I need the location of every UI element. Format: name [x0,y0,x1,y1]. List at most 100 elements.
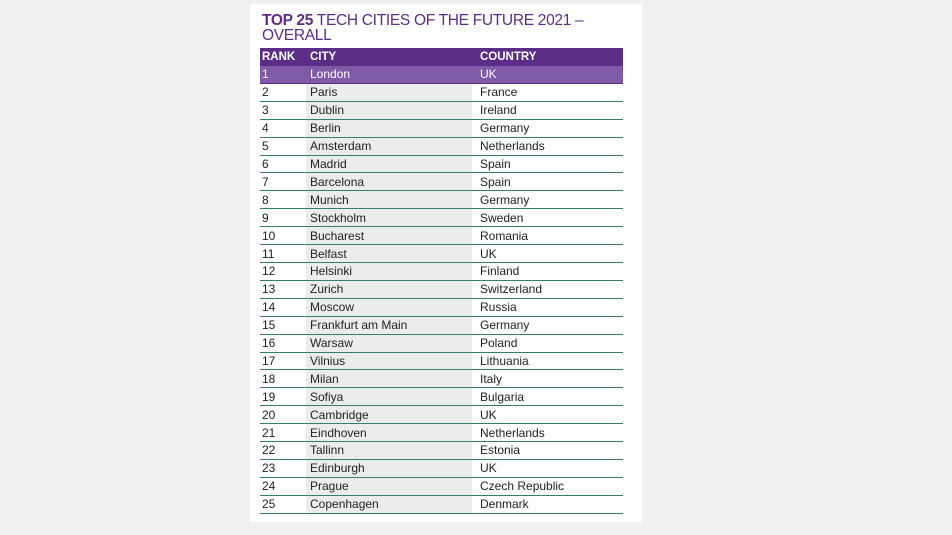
rank-cell: 1 [262,67,269,82]
city-cell: Berlin [306,119,472,137]
rank-cell: 4 [262,121,269,136]
table-row: 22 Tallinn Estonia [260,442,623,460]
country-cell: Sweden [480,210,524,225]
rank-cell: 19 [262,389,276,404]
table-row: 11 Belfast UK [260,245,623,263]
rank-cell: 6 [262,156,269,171]
table-row: 17 Vilnius Lithuania [260,352,623,371]
header-rank: RANK [262,51,296,63]
rank-cell: 9 [262,210,269,225]
country-cell: Czech Republic [480,479,565,494]
city-cell: Dublin [306,101,472,119]
rank-cell: 8 [262,192,269,207]
city-cell: Paris [306,83,472,101]
country-cell: France [480,85,518,100]
city-cell: Zurich [306,280,472,298]
rank-cell: 13 [262,282,276,297]
rank-cell: 10 [262,228,276,243]
rank-cell: 14 [262,300,276,315]
rank-cell: 7 [262,174,269,189]
country-cell: Netherlands [480,139,545,154]
rank-cell: 15 [262,318,276,333]
country-cell: UK [480,246,497,261]
country-cell: Switzerland [480,282,543,297]
rank-cell: 5 [262,139,269,154]
country-cell: UK [480,461,497,476]
rank-cell: 16 [262,336,276,351]
country-cell: Estonia [480,443,521,458]
city-cell: Copenhagen [306,495,472,513]
country-cell: Spain [480,174,511,189]
table-row: 16 Warsaw Poland [260,334,623,353]
country-cell: Poland [480,336,518,351]
table-row: 19 Sofiya Bulgaria [260,388,623,407]
city-cell: Cambridge [306,406,472,424]
country-cell: UK [480,407,497,422]
table-row: 1 London UK [260,66,623,84]
city-cell: Bucharest [306,227,472,245]
city-cell: Madrid [306,155,472,173]
table-row: 20 Cambridge UK [260,406,623,425]
city-cell: Munich [306,191,472,209]
table-row: 15 Frankfurt am Main Germany [260,316,623,335]
city-cell: Milan [306,370,472,388]
country-cell: Spain [480,156,511,171]
country-cell: Finland [480,264,520,279]
country-cell: Ireland [480,103,517,118]
country-cell: Germany [480,318,530,333]
title-bold: TOP 25 [262,12,314,29]
country-cell: Netherlands [480,425,545,440]
rank-cell: 2 [262,85,269,100]
table-row: 6 Madrid Spain [260,155,623,174]
table-header: RANK CITY COUNTRY [260,48,623,66]
city-cell: Barcelona [306,173,472,191]
page-title: TOP 25 TECH CITIES OF THE FUTURE 2021 – … [262,12,622,44]
city-cell: Edinburgh [306,459,472,477]
rank-cell: 20 [262,407,276,422]
rankings-table: RANK CITY COUNTRY 1 London UK 2 Paris France 3… [260,48,623,514]
rank-cell: 18 [262,371,276,386]
title-rest: TECH CITIES OF THE FUTURE 2021 – OVERALL [262,12,584,44]
city-cell: Helsinki [306,262,472,280]
country-cell: Russia [480,300,517,315]
table-row: 2 Paris France [260,83,623,102]
table-row: 25 Copenhagen Denmark [260,495,623,514]
city-cell: Amsterdam [306,137,472,155]
rank-cell: 11 [262,246,275,261]
country-cell: Bulgaria [480,389,525,404]
rank-cell: 17 [262,353,276,368]
rank-cell: 24 [262,479,276,494]
country-cell: Denmark [480,497,529,512]
rank-cell: 21 [262,425,276,440]
city-cell: Frankfurt am Main [306,316,472,334]
table-row: 8 Munich Germany [260,191,623,210]
country-cell: Germany [480,121,530,136]
city-cell: Tallinn [306,442,472,459]
city-cell: Stockholm [306,209,472,227]
table-row: 12 Helsinki Finland [260,262,623,281]
rank-cell: 25 [262,497,276,512]
table-row: 24 Prague Czech Republic [260,477,623,496]
country-cell: Romania [480,228,529,243]
rank-cell: 22 [262,443,276,458]
table-row: 21 Eindhoven Netherlands [260,424,623,443]
table-row: 7 Barcelona Spain [260,173,623,192]
table-row: 5 Amsterdam Netherlands [260,137,623,156]
country-cell: Italy [480,371,503,386]
country-cell: Lithuania [480,353,529,368]
rank-cell: 12 [262,264,276,279]
country-cell: Germany [480,192,530,207]
city-cell: Vilnius [306,352,472,370]
city-cell: Belfast [306,245,472,262]
table-row: 13 Zurich Switzerland [260,280,623,299]
header-country: COUNTRY [480,51,537,63]
city-cell: Prague [306,477,472,495]
table-row: 3 Dublin Ireland [260,101,623,120]
table-row: 9 Stockholm Sweden [260,209,623,228]
table-card: TOP 25 TECH CITIES OF THE FUTURE 2021 – … [250,4,642,522]
rank-cell: 23 [262,461,276,476]
table-row: 4 Berlin Germany [260,119,623,138]
country-cell: UK [480,67,497,82]
table-row: 14 Moscow Russia [260,298,623,317]
header-city: CITY [310,51,337,63]
